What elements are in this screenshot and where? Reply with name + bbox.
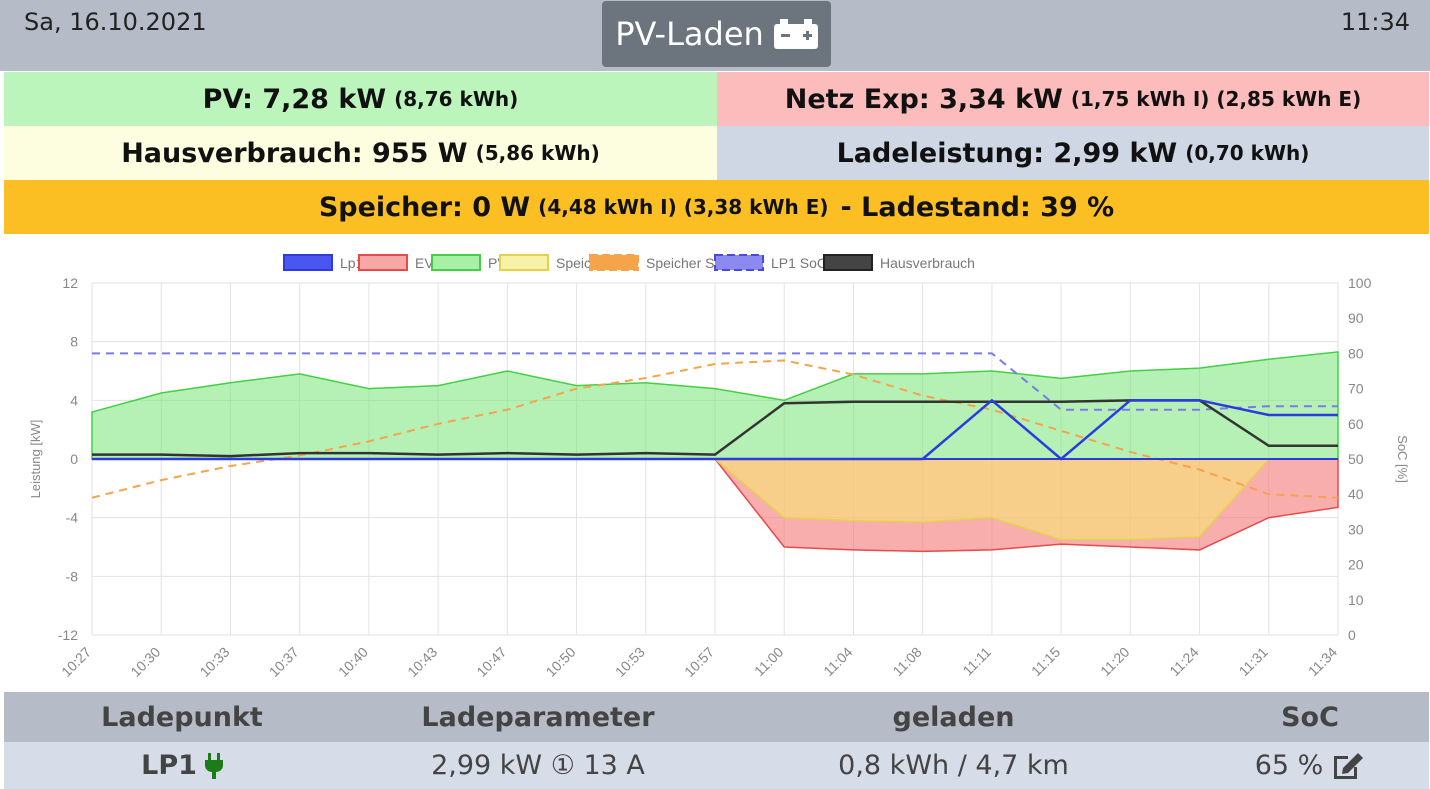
x-tick-label: 10:47 <box>473 644 509 680</box>
storage-energy: (4,48 kWh I) (3,38 kWh E) <box>538 195 829 219</box>
y2-tick-label: 40 <box>1348 486 1364 502</box>
legend-swatch <box>499 254 549 271</box>
y2-tick-label: 50 <box>1348 451 1364 467</box>
x-tick-label: 10:37 <box>266 644 302 680</box>
legend-label: Hausverbrauch <box>880 255 975 271</box>
x-tick-label: 10:57 <box>681 644 717 680</box>
pv-stat: PV: 7,28 kW (8,76 kWh) <box>4 72 717 126</box>
x-tick-label: 10:27 <box>58 644 94 680</box>
legend-swatch <box>714 254 764 271</box>
y2-tick-label: 90 <box>1348 310 1364 326</box>
house-consumption-stat: Hausverbrauch: 955 W (5,86 kWh) <box>4 126 717 180</box>
vehicle-soc: 65 % <box>1254 750 1324 781</box>
y2-tick-label: 0 <box>1348 627 1356 643</box>
x-tick-label: 10:53 <box>612 644 648 680</box>
legend-item: Hausverbrauch <box>823 254 975 271</box>
x-tick-label: 11:11 <box>959 644 994 679</box>
pv-energy: (8,76 kWh) <box>394 87 519 111</box>
y-tick-label: 8 <box>70 334 78 350</box>
house-power: Hausverbrauch: 955 W <box>121 137 468 169</box>
chargepoint-name-cell[interactable]: LP1 <box>4 742 360 789</box>
car-battery-icon <box>773 19 818 49</box>
y2-tick-label: 30 <box>1348 521 1364 537</box>
vehicle-soc-cell[interactable]: 65 % <box>1191 742 1429 789</box>
charged-energy: 0,8 kWh / 4,7 km <box>838 750 1069 781</box>
header-ladeparameter: Ladeparameter <box>421 701 655 733</box>
legend-swatch <box>823 254 873 271</box>
x-tick-label: 11:24 <box>1166 644 1202 680</box>
y-axis-label: Leistung [kW] <box>28 420 43 499</box>
storage-power: Speicher: 0 W <box>318 191 531 223</box>
x-tick-label: 10:43 <box>404 644 440 680</box>
y2-tick-label: 20 <box>1348 557 1364 573</box>
charge-power: Ladeleistung: 2,99 kW <box>836 137 1178 169</box>
x-tick-label: 11:00 <box>751 644 787 680</box>
header-soc: SoC <box>1281 701 1339 733</box>
charge-power-stat: Ladeleistung: 2,99 kW (0,70 kWh) <box>717 126 1429 180</box>
legend-item: Speicher SoC <box>589 254 732 271</box>
plug-icon <box>204 752 223 779</box>
y-tick-label: 0 <box>70 451 78 467</box>
y-tick-label: -8 <box>66 568 79 584</box>
charge-energy: (0,70 kWh) <box>1185 141 1310 165</box>
grid-power: Netz Exp: 3,34 kW <box>784 83 1063 115</box>
x-tick-label: 11:04 <box>820 644 856 680</box>
charge-mode-label: PV-Laden <box>615 15 764 53</box>
storage-stat: Speicher: 0 W (4,48 kWh I) (3,38 kWh E) … <box>4 180 1429 234</box>
legend-item: Lp1 <box>283 254 364 271</box>
x-tick-label: 11:20 <box>1097 644 1133 680</box>
current-date: Sa, 16.10.2021 <box>24 8 207 36</box>
y-tick-label: 4 <box>70 392 78 408</box>
x-tick-label: 10:50 <box>543 644 579 680</box>
edit-icon[interactable] <box>1331 751 1365 781</box>
x-tick-label: 10:33 <box>196 644 232 680</box>
x-tick-label: 10:40 <box>335 644 371 680</box>
y-tick-label: -12 <box>58 627 78 643</box>
x-tick-label: 11:31 <box>1236 644 1272 680</box>
x-tick-label: 11:08 <box>889 644 925 680</box>
chargepoint-row[interactable]: LP1 2,99 kW ① 13 A 0,8 kWh / 4,7 km 65 % <box>4 742 1429 789</box>
grid-stat: Netz Exp: 3,34 kW (1,75 kWh I) (2,85 kWh… <box>717 72 1429 126</box>
pv-power: PV: 7,28 kW <box>202 83 387 115</box>
y-tick-label: 12 <box>62 275 78 291</box>
legend-item: PV <box>431 254 507 271</box>
legend-item: LP1 SoC <box>714 254 827 271</box>
y2-tick-label: 100 <box>1348 275 1372 291</box>
header-ladepunkt: Ladepunkt <box>101 701 263 733</box>
x-tick-label: 11:34 <box>1305 644 1341 680</box>
y2-tick-label: 10 <box>1348 592 1364 608</box>
y-tick-label: -4 <box>66 510 79 526</box>
legend-swatch <box>431 254 481 271</box>
legend-swatch <box>283 254 333 271</box>
storage-soc: - Ladestand: 39 % <box>840 191 1115 223</box>
chargepoint-name: LP1 <box>141 750 197 781</box>
legend-label: Lp1 <box>340 255 364 271</box>
header-geladen: geladen <box>892 701 1015 733</box>
series-line-speicher-soc <box>91 359 1339 499</box>
legend-swatch <box>589 254 639 271</box>
x-tick-label: 10:30 <box>127 644 163 680</box>
y2-tick-label: 70 <box>1348 381 1364 397</box>
x-tick-label: 11:15 <box>1028 644 1064 680</box>
charge-parameters: 2,99 kW ① 13 A <box>431 750 645 781</box>
current-time: 11:34 <box>1340 8 1410 36</box>
y2-tick-label: 60 <box>1348 416 1364 432</box>
series-area-pv <box>91 351 1339 460</box>
legend-label: LP1 SoC <box>771 255 827 271</box>
legend-swatch <box>358 254 408 271</box>
chargepoint-table-header: Ladepunkt Ladeparameter geladen SoC <box>4 692 1429 742</box>
top-bar: Sa, 16.10.2021 PV-Laden 11:34 <box>0 0 1430 71</box>
grid-energy: (1,75 kWh I) (2,85 kWh E) <box>1070 87 1362 111</box>
house-energy: (5,86 kWh) <box>475 141 600 165</box>
y2-tick-label: 80 <box>1348 345 1364 361</box>
y2-axis-label: SoC [%] <box>1395 435 1410 483</box>
charge-mode-button[interactable]: PV-Laden <box>602 1 831 67</box>
legend-label: Speicher SoC <box>646 255 732 271</box>
series-line-lp1-soc <box>92 352 1338 411</box>
